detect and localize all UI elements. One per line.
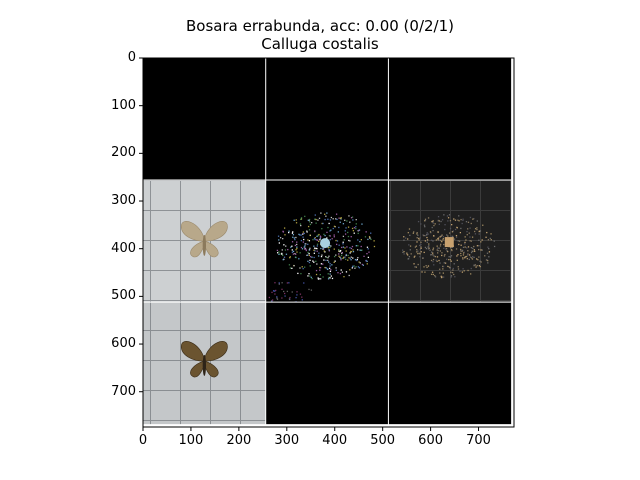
y-tick-label: 400	[111, 240, 136, 256]
x-tick-label: 400	[322, 433, 348, 448]
y-tick-label: 0	[127, 50, 136, 65]
tile-r2-c2	[388, 302, 512, 425]
tile-r0-c2	[388, 58, 512, 181]
x-tick-label: 500	[370, 433, 396, 448]
x-tick-label: 300	[274, 433, 300, 448]
tile-r0-c1	[265, 58, 389, 181]
x-tick-label: 0	[138, 433, 148, 448]
y-tick-label: 700	[111, 383, 136, 399]
plot-frame	[142, 57, 515, 428]
tile-r2-c1	[265, 302, 389, 425]
chart-subtitle: Calluga costalis	[261, 35, 379, 53]
tile-r1-c2	[388, 180, 512, 303]
x-tick-label: 700	[466, 433, 491, 448]
y-tick-label: 600	[111, 336, 136, 352]
x-tick-label: 200	[226, 433, 252, 448]
tile-r1-c1	[265, 180, 389, 303]
tile-r2-c0	[143, 302, 266, 425]
chart-title: Bosara errabunda, acc: 0.00 (0/2/1)	[186, 17, 454, 35]
x-tick-label: 600	[418, 433, 443, 448]
y-tick-label: 300	[111, 193, 136, 209]
tile-r0-c0	[143, 58, 266, 181]
x-tick-label: 100	[178, 433, 204, 448]
y-tick-label: 500	[111, 288, 136, 304]
y-tick-label: 200	[111, 145, 136, 161]
tile-r1-c0	[143, 180, 266, 303]
y-tick-label: 100	[111, 97, 136, 113]
